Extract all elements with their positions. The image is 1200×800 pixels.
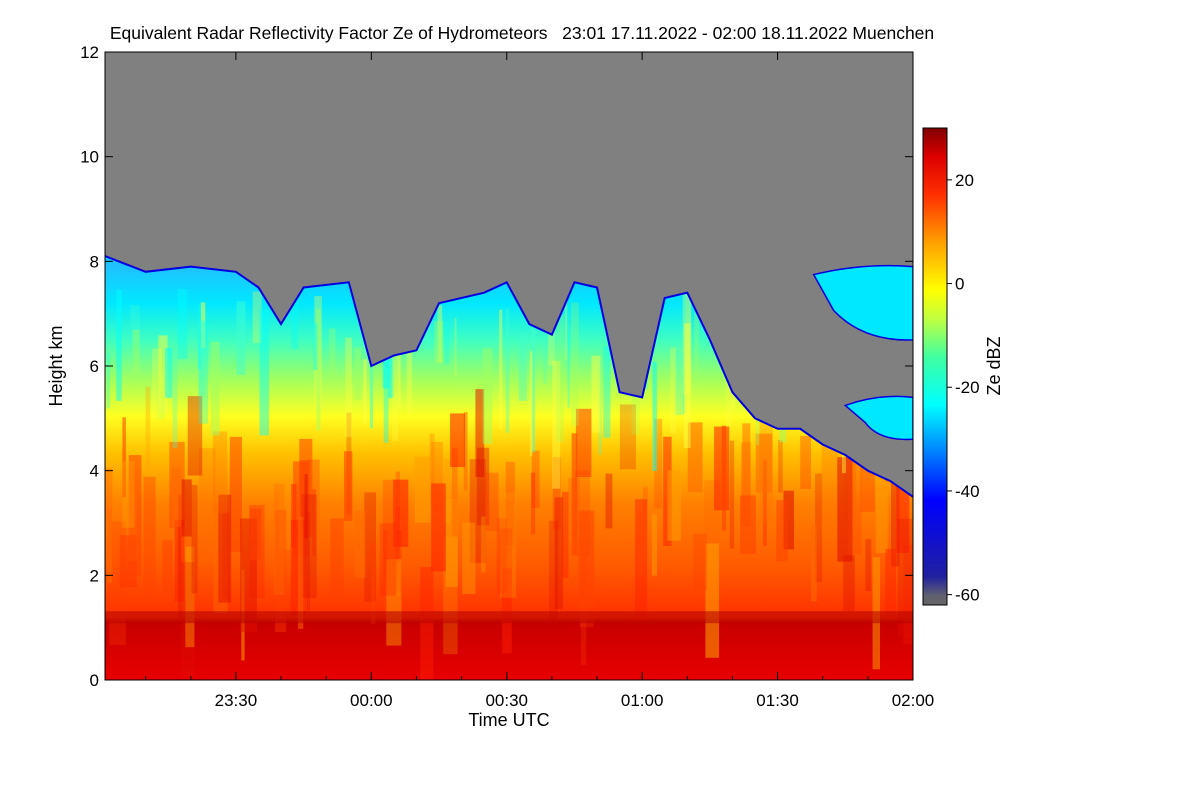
- y-tick-label: 4: [90, 462, 99, 481]
- cloud-top-edge: [105, 255, 913, 498]
- colorbar-tick-label: -60: [955, 586, 980, 605]
- x-tick-label: 00:00: [350, 691, 393, 710]
- x-tick-label: 23:30: [215, 691, 258, 710]
- y-tick-label: 6: [90, 357, 99, 376]
- colorbar-label: Ze dBZ: [984, 336, 1004, 395]
- x-tick-label: 00:30: [485, 691, 528, 710]
- y-tick-label: 8: [90, 252, 99, 271]
- y-tick-label: 12: [80, 43, 99, 62]
- melting-layer-band: [105, 611, 913, 624]
- plot-area: [105, 52, 913, 680]
- x-tick-label: 01:30: [756, 691, 799, 710]
- upper-echo-patch: [812, 264, 913, 341]
- y-axis-label: Height km: [46, 325, 66, 406]
- x-tick-label: 02:00: [892, 691, 935, 710]
- colorbar: -60 -40 -20 0 20 Ze dBZ: [922, 127, 1004, 606]
- y-tick-label: 0: [90, 671, 99, 690]
- x-tick-label: 01:00: [621, 691, 664, 710]
- colorbar-tick-label: 0: [955, 275, 964, 294]
- colorbar-gradient: [922, 127, 948, 606]
- colorbar-tick-label: 20: [955, 171, 974, 190]
- colorbar-tick-label: -40: [955, 482, 980, 501]
- y-tick-label: 2: [90, 566, 99, 585]
- upper-echo-patch: [843, 395, 913, 441]
- x-axis-label: Time UTC: [468, 710, 549, 730]
- chart-title: Equivalent Radar Reflectivity Factor Ze …: [110, 23, 934, 43]
- y-tick-label: 10: [80, 148, 99, 167]
- colorbar-tick-label: -20: [955, 378, 980, 397]
